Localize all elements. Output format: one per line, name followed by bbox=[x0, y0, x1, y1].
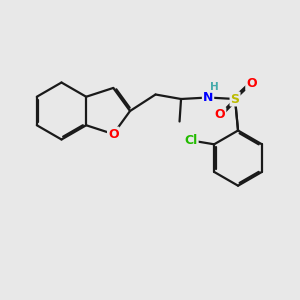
Text: S: S bbox=[230, 92, 239, 106]
Text: H: H bbox=[210, 82, 219, 92]
Text: N: N bbox=[203, 91, 213, 104]
Text: Cl: Cl bbox=[184, 134, 198, 147]
Text: O: O bbox=[246, 77, 257, 90]
Text: O: O bbox=[108, 128, 119, 141]
Text: O: O bbox=[215, 108, 225, 121]
